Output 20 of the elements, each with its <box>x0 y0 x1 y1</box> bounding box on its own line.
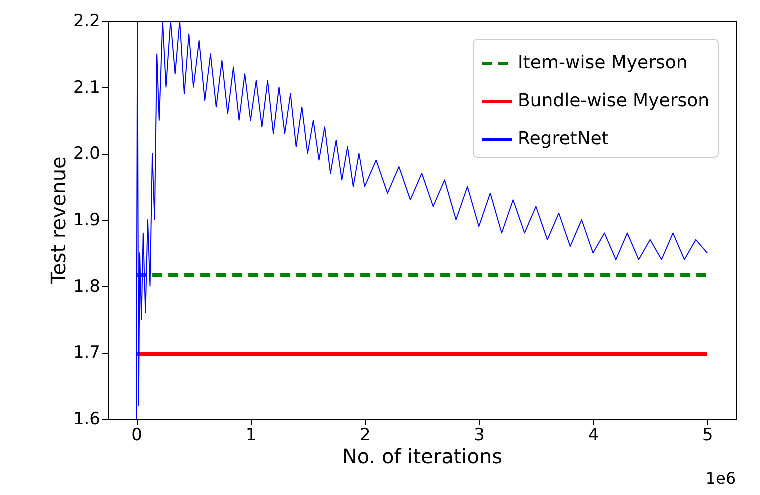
x-tick-label: 0 <box>132 426 142 446</box>
y-tick-label: 2.2 <box>73 12 100 32</box>
x-axis-title: No. of iterations <box>342 444 503 468</box>
text: 1e6 <box>706 469 736 488</box>
y-axis-title: Test revenue <box>46 156 70 286</box>
line-series <box>136 21 708 419</box>
x-tick-label: 5 <box>702 426 714 446</box>
legend-label: RegretNet <box>518 128 609 150</box>
y-tick-label: 2.0 <box>73 144 100 164</box>
y-tick-label: 1.9 <box>73 210 100 230</box>
y-tick-label: 2.1 <box>73 78 100 98</box>
x-tick-label: 2 <box>360 426 371 446</box>
y-tick-label: 1.7 <box>73 343 100 364</box>
y-tick-label: 1.6 <box>73 410 100 430</box>
x-tick-label: 3 <box>474 426 486 446</box>
legend-label: Item-wise Myerson <box>518 52 688 74</box>
legend-label: Bundle-wise Myerson <box>518 90 710 112</box>
x-tick-label: 4 <box>588 426 600 446</box>
x-tick-label: 1 <box>246 426 257 446</box>
y-tick-label: 1.8 <box>73 276 100 297</box>
